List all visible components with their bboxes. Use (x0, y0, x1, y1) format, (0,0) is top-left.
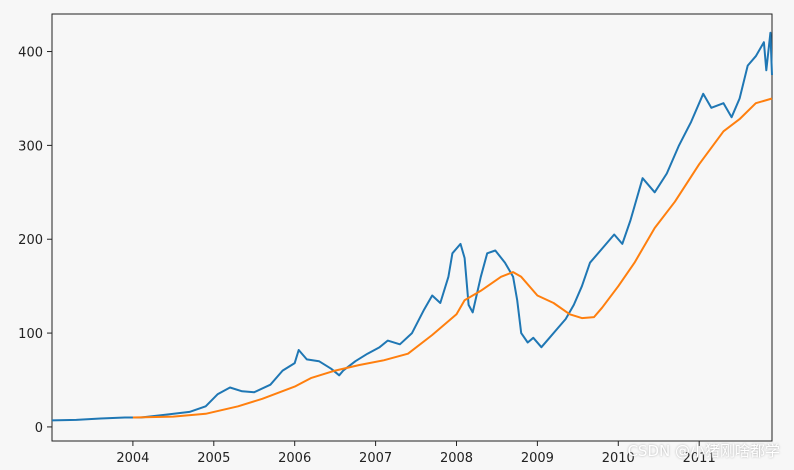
x-tick-label: 2007 (359, 451, 392, 466)
x-axis: 2004 2005 2006 2007 2008 2009 2010 2011 (116, 441, 716, 466)
plot-area (51, 13, 773, 442)
y-tick-label: 300 (18, 139, 43, 154)
watermark-text: CSDN @小猪刚啥都学 (627, 442, 780, 460)
x-tick-label: 2009 (521, 451, 554, 466)
x-tick-label: 2008 (440, 451, 473, 466)
y-tick-label: 400 (18, 46, 43, 61)
series-layer (51, 31, 773, 422)
series-line-price (51, 31, 773, 422)
x-tick-label: 2005 (197, 451, 230, 466)
series-line-moving-average (132, 97, 773, 419)
y-tick-label: 0 (35, 421, 43, 436)
y-tick-label: 200 (18, 233, 43, 248)
y-tick-label: 100 (18, 327, 43, 342)
x-tick-label: 2006 (278, 451, 311, 466)
x-tick-label: 2010 (602, 451, 635, 466)
x-tick-label: 2004 (116, 451, 149, 466)
y-axis: 0 100 200 300 400 (18, 46, 52, 436)
x-tick-label: 2011 (683, 451, 716, 466)
